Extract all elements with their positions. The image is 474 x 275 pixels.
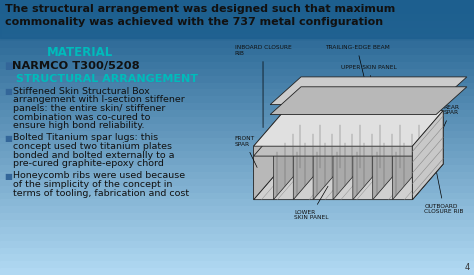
Bar xyxy=(0,206,474,213)
Text: pre-cured graphite-epoxy chord: pre-cured graphite-epoxy chord xyxy=(13,159,164,168)
Bar xyxy=(0,117,474,124)
Bar xyxy=(0,38,474,275)
Text: STRUCTURAL ARRANGEMENT: STRUCTURAL ARRANGEMENT xyxy=(16,74,198,84)
Bar xyxy=(0,48,474,55)
Text: ensure high bond reliability.: ensure high bond reliability. xyxy=(13,121,145,130)
Text: of the simplicity of the concept in: of the simplicity of the concept in xyxy=(13,180,173,189)
Text: Honeycomb ribs were used because: Honeycomb ribs were used because xyxy=(13,172,185,180)
Bar xyxy=(0,96,474,103)
Text: arrangement with I-section stiffener: arrangement with I-section stiffener xyxy=(13,95,185,104)
Polygon shape xyxy=(270,77,467,104)
Text: TRAILING-EDGE BEAM: TRAILING-EDGE BEAM xyxy=(325,45,390,78)
Bar xyxy=(0,131,474,138)
Bar xyxy=(0,199,474,206)
Bar xyxy=(0,62,474,69)
Text: panels: the entire skin/ stiffener: panels: the entire skin/ stiffener xyxy=(13,104,165,113)
Polygon shape xyxy=(254,111,443,146)
Polygon shape xyxy=(254,164,443,200)
Text: Bolted Titanium spar lugs: this: Bolted Titanium spar lugs: this xyxy=(13,133,158,142)
Bar xyxy=(0,110,474,117)
Bar xyxy=(0,268,474,275)
Text: combination was co-cured to: combination was co-cured to xyxy=(13,112,150,122)
Bar xyxy=(0,241,474,248)
Text: terms of tooling, fabrication and cost: terms of tooling, fabrication and cost xyxy=(13,188,189,197)
Text: concept used two titanium plates: concept used two titanium plates xyxy=(13,142,172,151)
Polygon shape xyxy=(254,120,443,156)
Text: The structural arrangement was designed such that maximum
commonality was achiev: The structural arrangement was designed … xyxy=(5,4,395,27)
Bar xyxy=(0,34,474,41)
Polygon shape xyxy=(273,120,304,200)
Text: FRONT
SPAR: FRONT SPAR xyxy=(235,136,257,167)
Bar xyxy=(0,151,474,158)
Bar xyxy=(0,55,474,62)
Bar xyxy=(0,7,474,14)
Bar xyxy=(0,165,474,172)
Polygon shape xyxy=(412,111,443,200)
Polygon shape xyxy=(392,120,423,200)
Text: ■: ■ xyxy=(4,172,12,180)
Bar xyxy=(0,220,474,227)
Bar xyxy=(0,234,474,241)
Bar xyxy=(0,41,474,48)
Text: INBOARD CLOSURE
RIB: INBOARD CLOSURE RIB xyxy=(235,45,292,128)
Bar xyxy=(0,103,474,110)
Bar xyxy=(0,0,474,7)
Polygon shape xyxy=(254,111,284,200)
Bar xyxy=(0,14,474,21)
Text: ■: ■ xyxy=(4,133,12,142)
Bar xyxy=(0,254,474,261)
Bar xyxy=(0,158,474,165)
Text: UPPER SKIN PANEL: UPPER SKIN PANEL xyxy=(341,65,397,112)
Bar xyxy=(0,213,474,220)
Polygon shape xyxy=(293,120,324,200)
Text: MATERIAL: MATERIAL xyxy=(47,46,113,59)
Text: Stiffened Skin Structural Box: Stiffened Skin Structural Box xyxy=(13,87,150,96)
Bar xyxy=(0,89,474,96)
Text: ■: ■ xyxy=(4,87,12,96)
Bar xyxy=(0,124,474,131)
Polygon shape xyxy=(353,120,383,200)
Text: ■: ■ xyxy=(4,61,13,71)
Text: OUTBOARD
CLOSURE RIB: OUTBOARD CLOSURE RIB xyxy=(424,173,464,214)
Text: REAR
SPAR: REAR SPAR xyxy=(437,104,459,142)
Bar xyxy=(0,76,474,82)
Bar xyxy=(0,144,474,151)
Text: LOWER
SKIN PANEL: LOWER SKIN PANEL xyxy=(294,186,328,220)
Polygon shape xyxy=(333,120,364,200)
Bar xyxy=(0,261,474,268)
Bar xyxy=(0,186,474,192)
Polygon shape xyxy=(373,120,403,200)
Polygon shape xyxy=(270,87,467,114)
Bar xyxy=(0,179,474,186)
Bar xyxy=(0,172,474,179)
Text: NARMCO T300/5208: NARMCO T300/5208 xyxy=(12,61,140,71)
Bar xyxy=(0,227,474,234)
Bar xyxy=(0,28,474,34)
Bar xyxy=(0,248,474,254)
Text: bonded and bolted externally to a: bonded and bolted externally to a xyxy=(13,150,174,160)
Text: TYPICAL INSPAR
RIB: TYPICAL INSPAR RIB xyxy=(402,81,459,138)
Text: 4: 4 xyxy=(465,263,470,272)
Bar xyxy=(0,21,474,28)
Bar xyxy=(0,82,474,89)
Bar xyxy=(0,138,474,144)
Bar xyxy=(0,0,474,38)
Bar xyxy=(0,69,474,76)
Polygon shape xyxy=(412,111,443,200)
Polygon shape xyxy=(313,120,344,200)
Bar xyxy=(0,192,474,199)
